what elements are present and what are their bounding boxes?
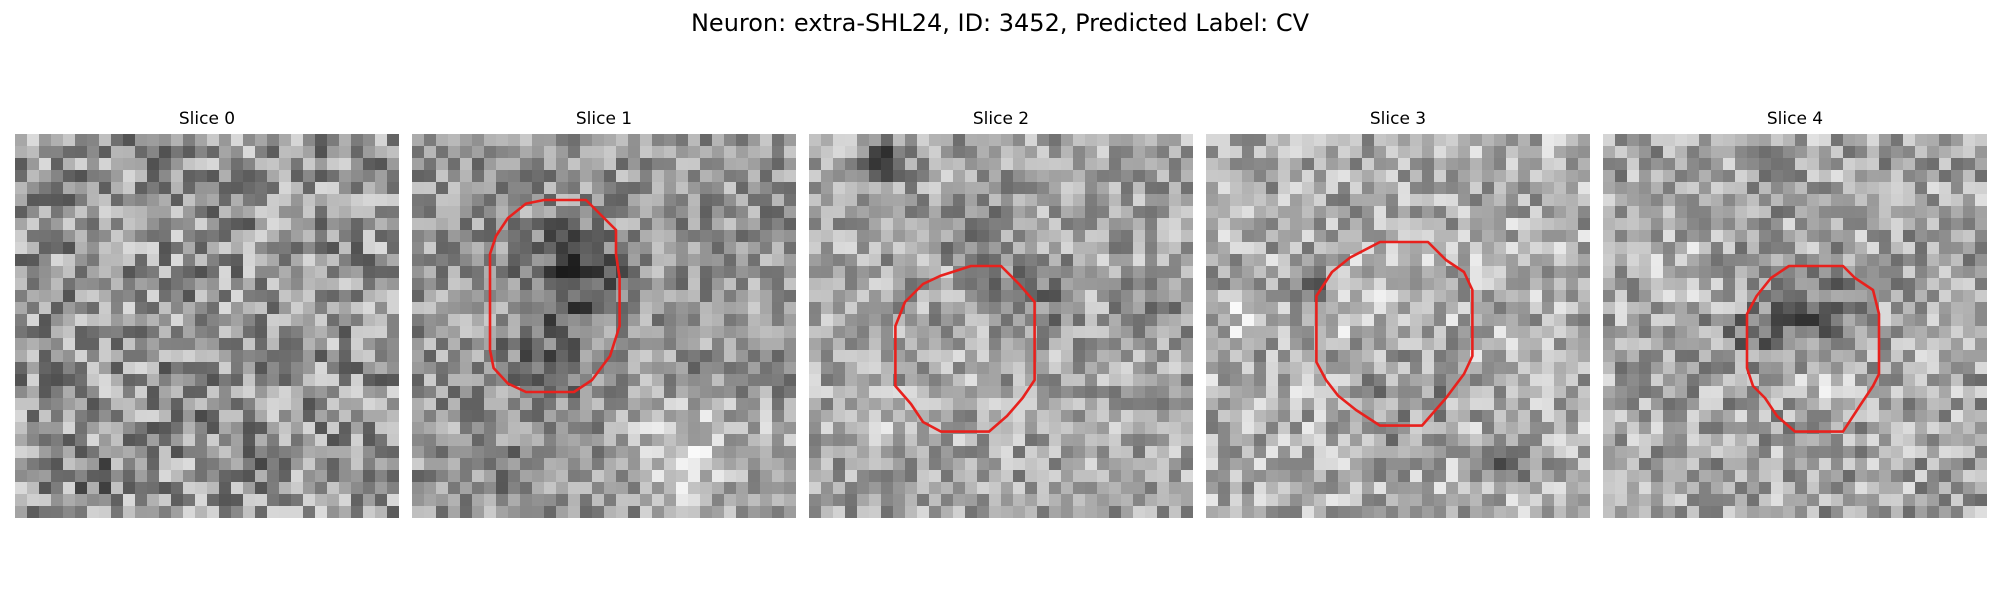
slice-title: Slice 2	[972, 109, 1030, 129]
slice-pixels	[1603, 134, 1987, 518]
slice-title: Slice 1	[575, 109, 633, 129]
slice-pixels	[15, 134, 399, 518]
slice-title: Slice 4	[1766, 109, 1824, 129]
slice-image	[1603, 134, 1987, 518]
slice-image	[15, 134, 399, 518]
slice-title: Slice 3	[1369, 109, 1427, 129]
slice-panel-4: Slice 4	[1603, 108, 1987, 518]
roi-contour	[1315, 240, 1474, 427]
roi-contour	[1745, 264, 1881, 433]
roi-contour	[894, 264, 1036, 433]
slice-panel-1: Slice 1	[412, 108, 796, 518]
slice-image	[1206, 134, 1590, 518]
slice-pixels	[1206, 134, 1590, 518]
slice-image	[412, 134, 796, 518]
figure-title: Neuron: extra-SHL24, ID: 3452, Predicted…	[690, 9, 1310, 37]
slice-pixels	[412, 134, 796, 518]
slice-pixels	[809, 134, 1193, 518]
slice-panel-3: Slice 3	[1206, 108, 1590, 518]
roi-contour	[488, 198, 621, 394]
slice-title: Slice 0	[178, 109, 236, 129]
slice-panel-0: Slice 0	[15, 108, 399, 518]
slice-panel-2: Slice 2	[809, 108, 1193, 518]
slice-image	[809, 134, 1193, 518]
